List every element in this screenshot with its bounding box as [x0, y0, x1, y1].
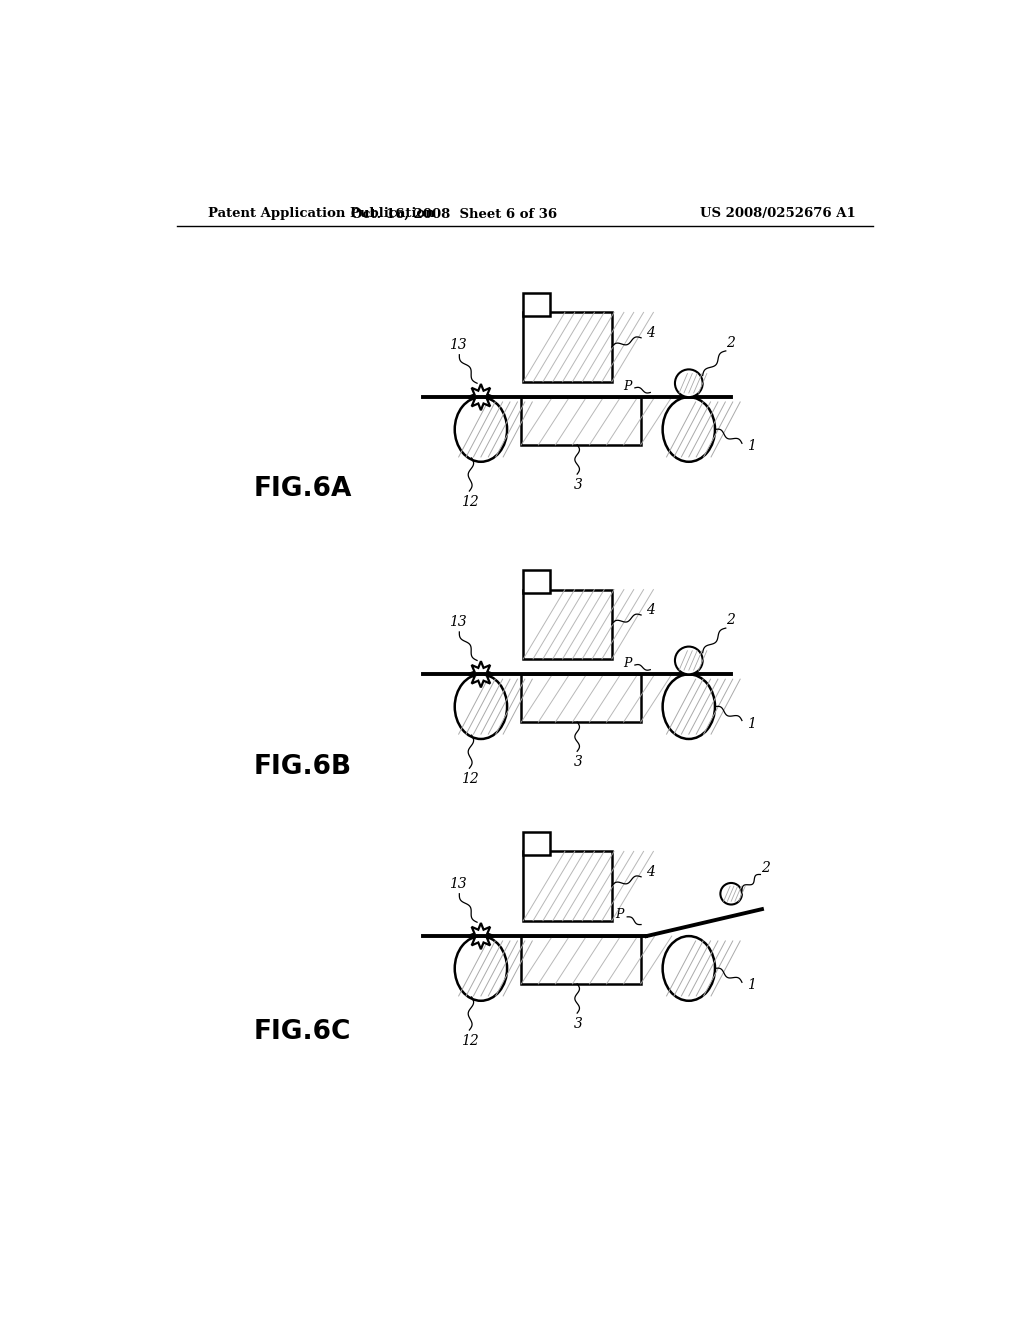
Text: Oct. 16, 2008  Sheet 6 of 36: Oct. 16, 2008 Sheet 6 of 36 [351, 207, 557, 220]
Bar [521, 397, 641, 445]
Text: 3: 3 [574, 1016, 583, 1031]
Bar [521, 675, 641, 722]
Circle shape [675, 370, 702, 397]
Text: 1: 1 [748, 717, 757, 730]
Bar [523, 570, 550, 594]
Circle shape [720, 883, 742, 904]
Bar [523, 832, 550, 855]
Text: P: P [623, 380, 632, 393]
Bar [523, 851, 611, 921]
Text: 1: 1 [748, 440, 757, 453]
Bar [523, 293, 550, 317]
Text: FIG.6B: FIG.6B [254, 754, 352, 780]
Text: 4: 4 [646, 603, 654, 618]
Text: 13: 13 [449, 338, 467, 351]
Text: 13: 13 [449, 615, 467, 628]
Ellipse shape [663, 675, 715, 739]
Text: 2: 2 [762, 862, 770, 875]
Ellipse shape [455, 397, 507, 462]
Bar [523, 313, 611, 381]
Text: 3: 3 [574, 755, 583, 770]
Ellipse shape [455, 675, 507, 739]
Ellipse shape [663, 397, 715, 462]
Text: FIG.6C: FIG.6C [254, 1019, 351, 1045]
Text: 3: 3 [574, 478, 583, 492]
Text: 12: 12 [461, 1034, 479, 1048]
Text: 13: 13 [449, 876, 467, 891]
Bar [521, 936, 641, 983]
Text: P: P [623, 657, 632, 671]
Text: FIG.6A: FIG.6A [254, 477, 352, 503]
Text: 2: 2 [726, 614, 735, 627]
Text: 12: 12 [461, 772, 479, 785]
Text: 4: 4 [646, 326, 654, 341]
Bar [523, 590, 611, 659]
Text: 4: 4 [646, 865, 654, 879]
Ellipse shape [663, 936, 715, 1001]
Text: US 2008/0252676 A1: US 2008/0252676 A1 [700, 207, 856, 220]
Text: P: P [615, 908, 624, 921]
Text: 1: 1 [748, 978, 757, 993]
Circle shape [675, 647, 702, 675]
Text: 12: 12 [461, 495, 479, 508]
Text: 2: 2 [726, 337, 735, 350]
Text: Patent Application Publication: Patent Application Publication [208, 207, 434, 220]
Ellipse shape [455, 936, 507, 1001]
